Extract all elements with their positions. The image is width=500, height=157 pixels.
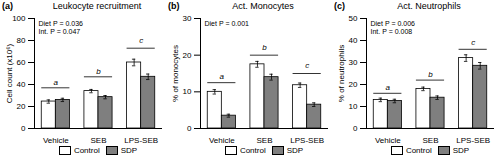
svg-text:SEB: SEB <box>256 136 272 145</box>
svg-text:b: b <box>428 70 433 79</box>
svg-text:% of monocytes: % of monocytes <box>171 45 180 102</box>
svg-text:SEB: SEB <box>422 136 438 145</box>
svg-text:Vehicle: Vehicle <box>43 136 69 145</box>
html-text:SDP: SDP <box>452 145 470 155</box>
svg-text:40: 40 <box>17 80 26 89</box>
svg-text:a: a <box>386 83 391 92</box>
svg-text:SEB: SEB <box>90 136 106 145</box>
svg-text:Diet P = 0.036Int. P = 0.047: Diet P = 0.036Int. P = 0.047 <box>39 20 84 35</box>
svg-text:20: 20 <box>183 51 192 60</box>
html-text:Leukocyte recruitment: Leukocyte recruitment <box>52 1 142 11</box>
html-text:SDP: SDP <box>286 145 304 155</box>
svg-text:80: 80 <box>17 36 26 45</box>
svg-text:100: 100 <box>12 14 26 23</box>
svg-text:a: a <box>54 78 59 87</box>
html-text:(a): (a) <box>2 1 13 11</box>
svg-text:20: 20 <box>17 102 26 111</box>
svg-text:50: 50 <box>349 14 358 23</box>
html-text:(c): (c) <box>334 1 345 11</box>
svg-text:20: 20 <box>349 80 358 89</box>
svg-text:b: b <box>262 43 267 52</box>
svg-text:0: 0 <box>353 124 358 133</box>
svg-text:40: 40 <box>349 36 358 45</box>
svg-text:10: 10 <box>183 87 192 96</box>
html-text:(b): (b) <box>168 1 180 11</box>
html-text:Act. Monocytes: Act. Monocytes <box>232 1 294 11</box>
svg-text:LPS-SEB: LPS-SEB <box>124 136 158 145</box>
svg-text:Diet P = 0.006Int. P = 0.008: Diet P = 0.006Int. P = 0.008 <box>371 20 416 35</box>
html-text:Control: Control <box>405 145 432 155</box>
svg-text:Cell count (x10⁶): Cell count (x10⁶) <box>5 44 14 104</box>
svg-text:30: 30 <box>349 58 358 67</box>
svg-text:% of neutrophils: % of neutrophils <box>337 45 346 102</box>
html-text:SDP: SDP <box>120 145 138 155</box>
svg-text:Vehicle: Vehicle <box>209 136 235 145</box>
svg-text:LPS-SEB: LPS-SEB <box>290 136 324 145</box>
html-text:Control: Control <box>239 145 266 155</box>
svg-text:0: 0 <box>187 124 192 133</box>
svg-text:LPS-SEB: LPS-SEB <box>456 136 490 145</box>
svg-text:0: 0 <box>21 124 26 133</box>
svg-text:30: 30 <box>183 14 192 23</box>
svg-text:c: c <box>139 36 143 45</box>
svg-text:Diet P = 0.001: Diet P = 0.001 <box>205 20 250 27</box>
svg-text:60: 60 <box>17 58 26 67</box>
html-text:Control: Control <box>73 145 100 155</box>
svg-text:10: 10 <box>349 102 358 111</box>
svg-text:c: c <box>471 38 475 47</box>
svg-text:b: b <box>96 67 101 76</box>
svg-text:Vehicle: Vehicle <box>375 136 401 145</box>
svg-text:a: a <box>220 72 225 81</box>
svg-text:c: c <box>305 61 309 70</box>
html-text:Act. Neutrophils: Act. Neutrophils <box>397 1 461 11</box>
